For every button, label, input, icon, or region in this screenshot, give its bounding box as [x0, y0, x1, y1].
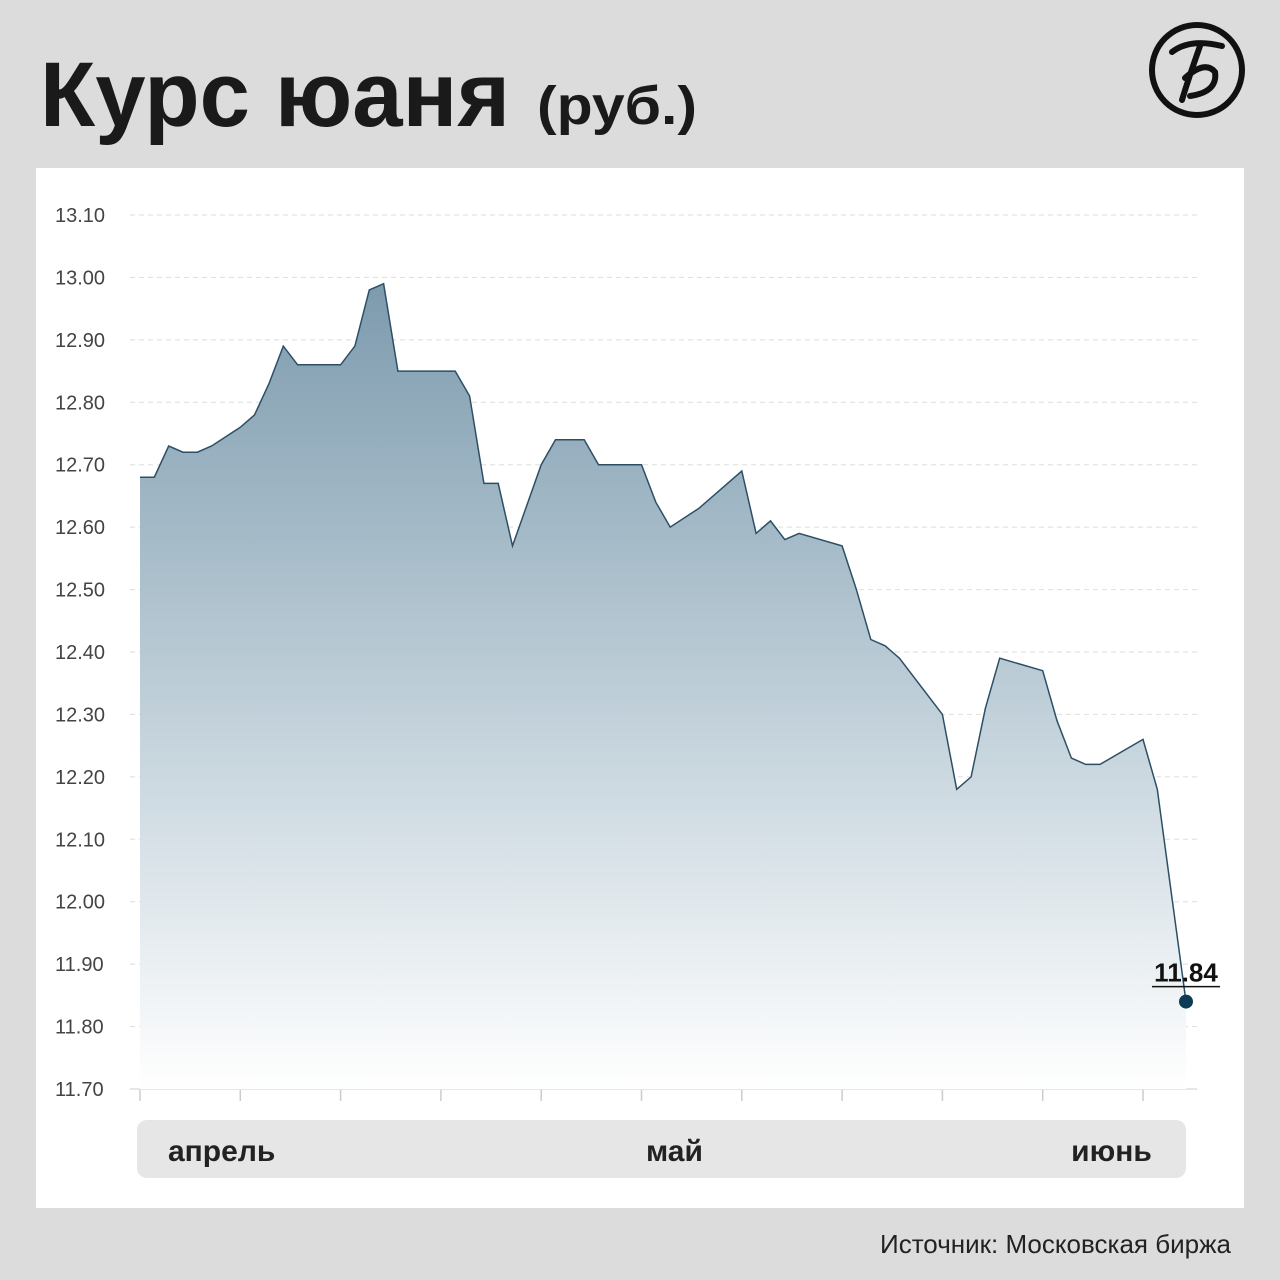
y-tick-label: 12.20 — [55, 767, 105, 789]
chart-subtitle: (руб.) — [537, 76, 697, 136]
logo — [1149, 22, 1245, 118]
month-label: июнь — [1071, 1135, 1152, 1168]
y-tick-label: 12.30 — [55, 704, 105, 726]
end-value-label: 11.84 — [1154, 958, 1218, 988]
logo-mark — [1169, 40, 1225, 103]
line — [140, 282, 1187, 1002]
y-tick-label: 13.00 — [55, 267, 105, 289]
source-note: Источник: Московская биржа — [880, 1229, 1231, 1259]
month-band — [137, 1120, 1186, 1178]
y-tick-label: 13.10 — [55, 205, 105, 227]
y-tick-label: 12.90 — [55, 330, 105, 352]
y-tick-label: 12.70 — [55, 455, 105, 477]
area — [140, 283, 1186, 1089]
y-tick-label: 11.80 — [55, 1017, 104, 1039]
y-tick-label: 12.00 — [55, 892, 105, 914]
chart-title: Курс юаня — [40, 44, 510, 146]
y-tick-label: 12.10 — [55, 829, 105, 851]
y-tick-label: 12.40 — [55, 642, 105, 664]
month-label: май — [646, 1135, 703, 1168]
y-tick-label: 11.70 — [55, 1079, 104, 1101]
y-tick-label: 11.90 — [55, 954, 104, 976]
month-label: апрель — [168, 1135, 275, 1168]
logo-ring — [1149, 22, 1245, 118]
end-point — [1179, 994, 1193, 1009]
y-tick-label: 12.60 — [55, 517, 105, 539]
y-tick-label: 12.50 — [55, 580, 105, 602]
y-tick-label: 12.80 — [55, 392, 105, 414]
